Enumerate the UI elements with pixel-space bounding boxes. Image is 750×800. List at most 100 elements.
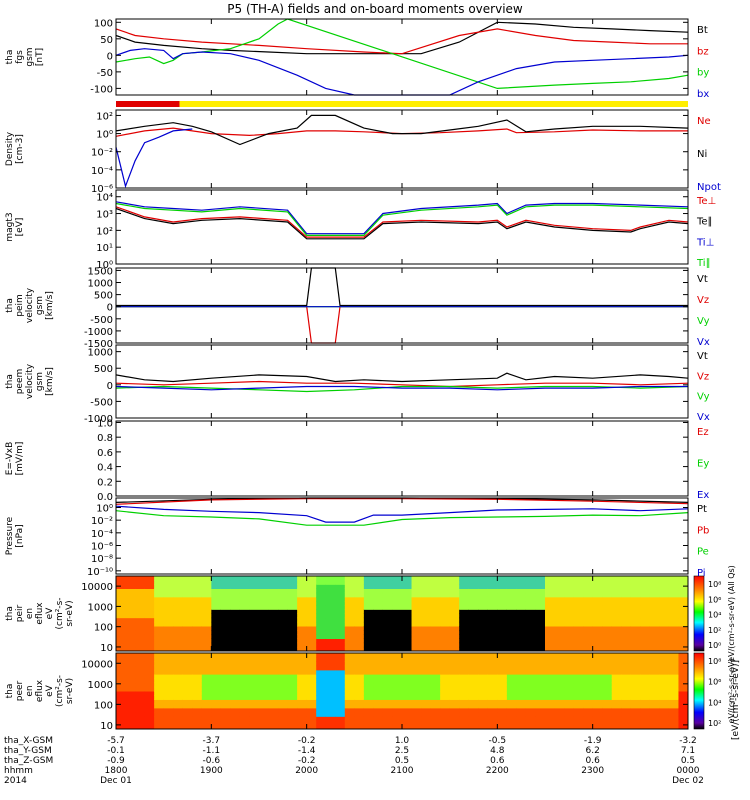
spectrogram-cell — [621, 707, 632, 713]
spectrogram-cell — [249, 703, 260, 709]
spectrogram-cell — [402, 592, 413, 598]
spectrogram-cell — [220, 638, 231, 644]
y-tick-label: 0 — [107, 381, 113, 392]
spectrogram-cell — [668, 613, 679, 619]
spectrogram-cell — [135, 720, 146, 726]
y-axis-label: eflux — [35, 679, 45, 702]
spectrogram-cell — [382, 661, 393, 667]
spectrogram-cell — [573, 605, 584, 610]
spectrogram-cell — [201, 646, 212, 652]
spectrogram-cell — [344, 584, 355, 589]
spectrogram-cell — [668, 686, 679, 692]
spectrogram-cell — [506, 724, 517, 730]
spectrogram-cell — [125, 601, 136, 606]
spectrogram-cell — [382, 630, 393, 635]
spectrogram-cell — [287, 576, 298, 581]
spectrogram-cell — [640, 601, 651, 606]
spectrogram-cell — [573, 695, 584, 700]
spectrogram-cell — [678, 653, 689, 658]
spectrogram-cell — [525, 661, 536, 667]
spectrogram-cell — [173, 609, 184, 614]
spectrogram-cell — [144, 674, 155, 679]
spectrogram-cell — [506, 686, 517, 692]
spectrogram-cell — [278, 605, 289, 610]
spectrogram-cell — [354, 596, 365, 602]
spectrogram-cell — [497, 724, 508, 730]
spectrogram-cell — [201, 634, 212, 639]
spectrogram-cell — [630, 601, 641, 606]
spectrogram-cell — [592, 588, 603, 594]
spectrogram-cell — [440, 716, 451, 722]
spectrogram-cell — [430, 601, 441, 606]
spectrogram-cell — [402, 638, 413, 644]
spectrogram-cell — [402, 609, 413, 614]
spectrogram-cell — [668, 638, 679, 644]
spectrogram-cell — [154, 617, 165, 623]
spectrogram-cell — [373, 642, 384, 648]
spectrogram-cell — [392, 716, 403, 722]
spectrogram-cell — [297, 695, 308, 700]
spectrogram-cell — [649, 634, 660, 639]
spectrogram-cell — [602, 695, 613, 700]
spectrogram-cell — [173, 682, 184, 688]
spectrogram-cell — [678, 630, 689, 635]
y-axis-label: velocity — [25, 363, 35, 399]
spectrogram-cell — [344, 605, 355, 610]
spectrogram-cell — [659, 638, 670, 644]
spectrogram-cell — [259, 601, 270, 606]
spectrogram-cell — [478, 686, 489, 692]
spectrogram-cell — [621, 669, 632, 675]
x-row-value: -1.9 — [584, 736, 602, 746]
spectrogram-cell — [402, 703, 413, 709]
spectrogram-cell — [449, 716, 460, 722]
spectrogram-cell — [306, 682, 317, 688]
spectrogram-cell — [468, 626, 479, 631]
spectrogram-cell — [402, 691, 413, 696]
spectrogram-cell — [421, 716, 432, 722]
spectrogram-cell — [430, 661, 441, 667]
spectrogram-cell — [306, 630, 317, 635]
spectrogram-cell — [116, 592, 127, 598]
spectrogram-cell — [535, 626, 546, 631]
spectrogram-cell — [440, 682, 451, 688]
spectrogram-cell — [278, 630, 289, 635]
spectrogram-cell — [487, 724, 498, 730]
spectrogram-cell — [630, 703, 641, 709]
spectrogram-cell — [335, 699, 346, 705]
y-axis-label: tha — [5, 50, 15, 65]
spectrogram-cell — [230, 661, 241, 667]
spectrogram-cell — [535, 716, 546, 722]
spectrogram-cell — [192, 674, 203, 679]
spectrogram-cell — [306, 642, 317, 648]
spectrogram-cell — [411, 669, 422, 675]
spectrogram-cell — [297, 703, 308, 709]
spectrogram-cell — [573, 674, 584, 679]
spectrogram-cell — [649, 605, 660, 610]
spectrogram-cell — [535, 642, 546, 648]
spectrogram-cell — [478, 691, 489, 696]
series-fgs-line — [115, 18, 689, 90]
spectrogram-cell — [220, 617, 231, 623]
spectrogram-cell — [192, 580, 203, 585]
spectrogram-cell — [554, 724, 565, 730]
spectrogram-cell — [220, 634, 231, 639]
y-tick-label: 10⁻⁶ — [91, 184, 113, 195]
x-row-value: 1900 — [200, 766, 223, 776]
spectrogram-cell — [506, 691, 517, 696]
spectrogram-cell — [459, 580, 470, 585]
spectrogram-cell — [659, 609, 670, 614]
spectrogram-cell — [259, 720, 270, 726]
spectrogram-cell — [640, 724, 651, 730]
spectrogram-cell — [239, 661, 250, 667]
spectrogram-cell — [516, 580, 527, 585]
spectrogram-cell — [135, 634, 146, 639]
spectrogram-cell — [144, 724, 155, 730]
spectrogram-cell — [402, 682, 413, 688]
spectrogram-cell — [278, 691, 289, 696]
spectrogram-cell — [392, 601, 403, 606]
spectrogram-cell — [278, 601, 289, 606]
spectrogram-cell — [668, 695, 679, 700]
spectrogram-cell — [516, 613, 527, 619]
spectrogram-cell — [506, 720, 517, 726]
spectrogram-cell — [144, 634, 155, 639]
